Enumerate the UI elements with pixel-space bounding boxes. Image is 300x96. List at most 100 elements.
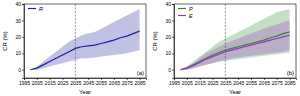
- x-tick: 2005: [182, 78, 193, 86]
- x-tick-label: 2005: [32, 80, 43, 86]
- panel-label: (b): [287, 70, 294, 76]
- y-tick-label: 0: [18, 67, 21, 73]
- x-tick-label: 2055: [96, 80, 107, 86]
- panel: 1995200520152025203520452055206520752085…: [152, 1, 297, 95]
- uncertainty-band: [180, 20, 289, 69]
- y-tick: 30: [15, 18, 24, 24]
- x-tick-label: 1995: [19, 80, 30, 86]
- y-tick-label: 30: [165, 18, 171, 24]
- y-tick: 0: [168, 67, 174, 73]
- y-tick: 10: [15, 50, 24, 56]
- y-axis-line: [22, 5, 25, 79]
- x-tick: 2075: [122, 78, 133, 86]
- y-tick: 10: [165, 50, 174, 56]
- y-tick-label: 0: [168, 67, 171, 73]
- y-tick-label: 10: [165, 50, 171, 56]
- reference-line: [225, 4, 226, 78]
- x-tick: 2035: [220, 78, 231, 86]
- x-tick: 2065: [259, 78, 270, 86]
- y-tick: 20: [165, 34, 174, 40]
- x-tick: 2045: [233, 78, 244, 86]
- y-axis-title: CR (%): [2, 31, 8, 51]
- y-tick-mark: [172, 20, 174, 21]
- y-axis-line: [172, 5, 175, 79]
- x-tick-label: 2025: [57, 80, 68, 86]
- x-tick: 2065: [109, 78, 120, 86]
- y-tick: 40: [15, 1, 24, 7]
- legend-label: P: [189, 6, 193, 12]
- legend: R: [28, 6, 43, 12]
- x-tick-label: 2035: [220, 80, 231, 86]
- legend-swatch: [178, 8, 186, 9]
- y-tick-mark: [22, 20, 24, 21]
- x-tick: 2055: [96, 78, 107, 86]
- y-axis: 0 10 20 30 40: [165, 1, 174, 78]
- y-tick-label: 40: [15, 1, 21, 7]
- legend-swatch: [178, 15, 186, 16]
- x-tick: 1995: [19, 78, 30, 86]
- x-axis-title: Year: [79, 89, 91, 95]
- x-tick-label: 2075: [122, 80, 133, 86]
- y-tick-mark: [172, 53, 174, 54]
- y-tick-mark: [172, 4, 174, 5]
- y-tick-mark: [22, 4, 24, 5]
- x-tick-label: 2025: [207, 80, 218, 86]
- x-tick-label: 2055: [246, 80, 257, 86]
- series-line: [180, 35, 289, 70]
- reference-line: [75, 4, 76, 78]
- y-tick-mark: [22, 70, 24, 71]
- series-line: [30, 31, 139, 70]
- figure: 1995200520152025203520452055206520752085…: [0, 0, 300, 96]
- x-tick: 2035: [70, 78, 81, 86]
- legend-swatch: [28, 8, 36, 9]
- x-tick-label: 2015: [195, 80, 206, 86]
- x-axis-title: Year: [229, 89, 241, 95]
- y-tick: 20: [15, 34, 24, 40]
- x-tick: 2015: [195, 78, 206, 86]
- x-tick: 2055: [246, 78, 257, 86]
- y-tick-mark: [172, 70, 174, 71]
- uncertainty-band: [30, 9, 139, 70]
- legend-label: R: [39, 6, 43, 12]
- x-tick-label: 2075: [272, 80, 283, 86]
- x-tick-label: 2085: [135, 80, 146, 86]
- x-tick: 2005: [32, 78, 43, 86]
- x-tick: 2015: [45, 78, 56, 86]
- x-tick-label: 2085: [285, 80, 296, 86]
- x-tick: 2025: [57, 78, 68, 86]
- plot-area: [30, 4, 139, 78]
- plot-frame: [24, 4, 146, 78]
- y-tick: 0: [18, 67, 24, 73]
- x-axis: 1995200520152025203520452055206520752085: [19, 78, 147, 86]
- y-tick: 40: [165, 1, 174, 7]
- y-tick: 30: [165, 18, 174, 24]
- x-tick: 2075: [272, 78, 283, 86]
- panel: 1995200520152025203520452055206520752085…: [2, 1, 147, 95]
- y-tick-label: 30: [15, 18, 21, 24]
- legend-label: E: [189, 13, 193, 19]
- series-line: [180, 32, 289, 70]
- y-tick-label: 10: [15, 50, 21, 56]
- y-tick-mark: [172, 37, 174, 38]
- uncertainty-band: [180, 9, 289, 70]
- x-tick: 1995: [169, 78, 180, 86]
- panel-label: (a): [137, 70, 144, 76]
- x-tick-label: 2035: [70, 80, 81, 86]
- x-tick: 2045: [83, 78, 94, 86]
- y-tick-mark: [22, 37, 24, 38]
- y-tick-mark: [22, 53, 24, 54]
- x-tick: 2025: [207, 78, 218, 86]
- y-axis-title: CR (%): [152, 31, 158, 51]
- plot-frame: [174, 4, 296, 78]
- x-tick-label: 1995: [169, 80, 180, 86]
- y-axis: 0 10 20 30 40: [15, 1, 24, 78]
- x-tick-label: 2045: [83, 80, 94, 86]
- x-tick: 2085: [285, 78, 296, 86]
- x-tick-label: 2065: [259, 80, 270, 86]
- y-tick-label: 20: [165, 34, 171, 40]
- legend: PE: [178, 6, 193, 19]
- plot-area: [180, 4, 289, 78]
- y-tick-label: 40: [165, 1, 171, 7]
- y-tick-label: 20: [15, 34, 21, 40]
- x-tick-label: 2045: [233, 80, 244, 86]
